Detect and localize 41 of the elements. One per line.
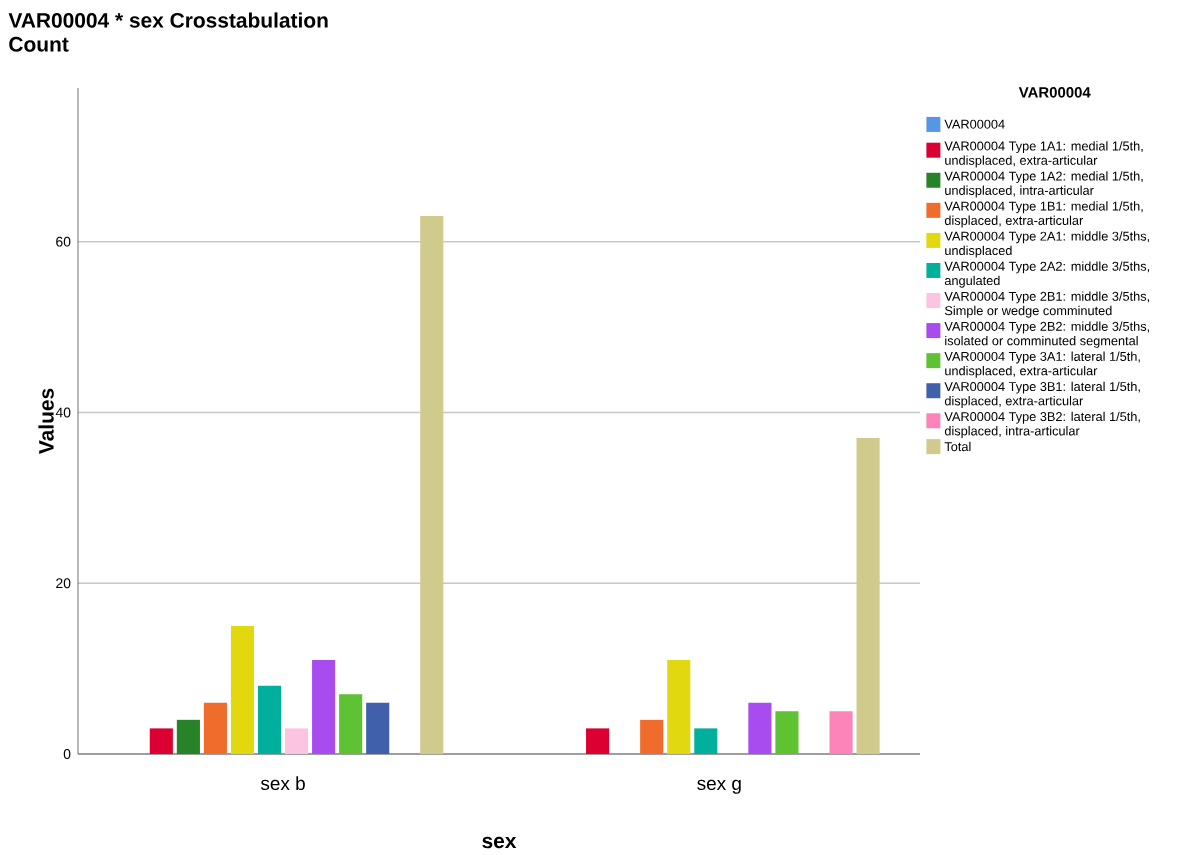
bar: [176, 719, 200, 755]
bar: [285, 728, 309, 755]
legend-label: VAR00004 Type 3B1: lateral 1/5th, displaced, extra-articular: [944, 381, 1140, 408]
x-tick-label: sex b: [260, 776, 305, 791]
legend-title: VAR00004: [1018, 87, 1091, 98]
bar: [640, 719, 664, 755]
bar: [586, 728, 610, 755]
bar: [856, 438, 880, 755]
bar: [829, 711, 853, 755]
bar: [230, 625, 255, 755]
bar: [339, 694, 363, 755]
legend-label: VAR00004 Type 3A1: lateral 1/5th, undisplaced, extra-articular: [944, 351, 1140, 378]
legend-label: VAR00004 Type 2B1: middle 3/5ths, Simple or wedge comminuted: [944, 291, 1150, 318]
chart-subtitle: Count: [9, 36, 69, 52]
x-axis-title: sex: [482, 836, 517, 849]
bar: [420, 216, 444, 755]
y-tick-label: 60: [56, 236, 71, 247]
bar: [366, 702, 390, 755]
legend-label: VAR00004 Type 2B2: middle 3/5ths, isolated or comminuted segmental: [944, 321, 1150, 348]
legend-label: VAR00004 Type 1B1: medial 1/5th, displaced, extra-articular: [944, 201, 1143, 228]
legend-label: VAR00004 Type 1A1: medial 1/5th, undisplaced, extra-articular: [944, 141, 1143, 168]
y-axis-title: Values: [38, 388, 54, 455]
y-tick-label: 0: [63, 749, 71, 759]
bar: [667, 660, 691, 755]
bar: [312, 660, 336, 755]
x-tick-label: sex g: [697, 779, 741, 794]
legend-label: VAR00004 Type 3B2: lateral 1/5th, displaced, intra-articular: [944, 411, 1140, 438]
chart-title: VAR00004 * sex Crosstabulation: [8, 12, 328, 28]
legend-label: Total: [944, 441, 971, 452]
bar: [748, 702, 772, 755]
y-tick-label: 20: [56, 578, 71, 589]
legend-label: VAR00004 Type 2A1: middle 3/5ths, undisplaced: [944, 231, 1150, 258]
bar: [775, 711, 799, 755]
bar: [694, 728, 718, 755]
bar: [257, 685, 282, 755]
legend-label: VAR00004 Type 1A2: medial 1/5th, undisplaced, intra-articular: [944, 171, 1143, 198]
bar: [149, 728, 173, 755]
y-tick-label: 40: [55, 407, 71, 418]
legend-label: VAR00004 Type 2A2: middle 3/5ths, angulated: [944, 261, 1150, 288]
legend-label: VAR00004: [944, 119, 1005, 129]
bar: [203, 702, 227, 755]
